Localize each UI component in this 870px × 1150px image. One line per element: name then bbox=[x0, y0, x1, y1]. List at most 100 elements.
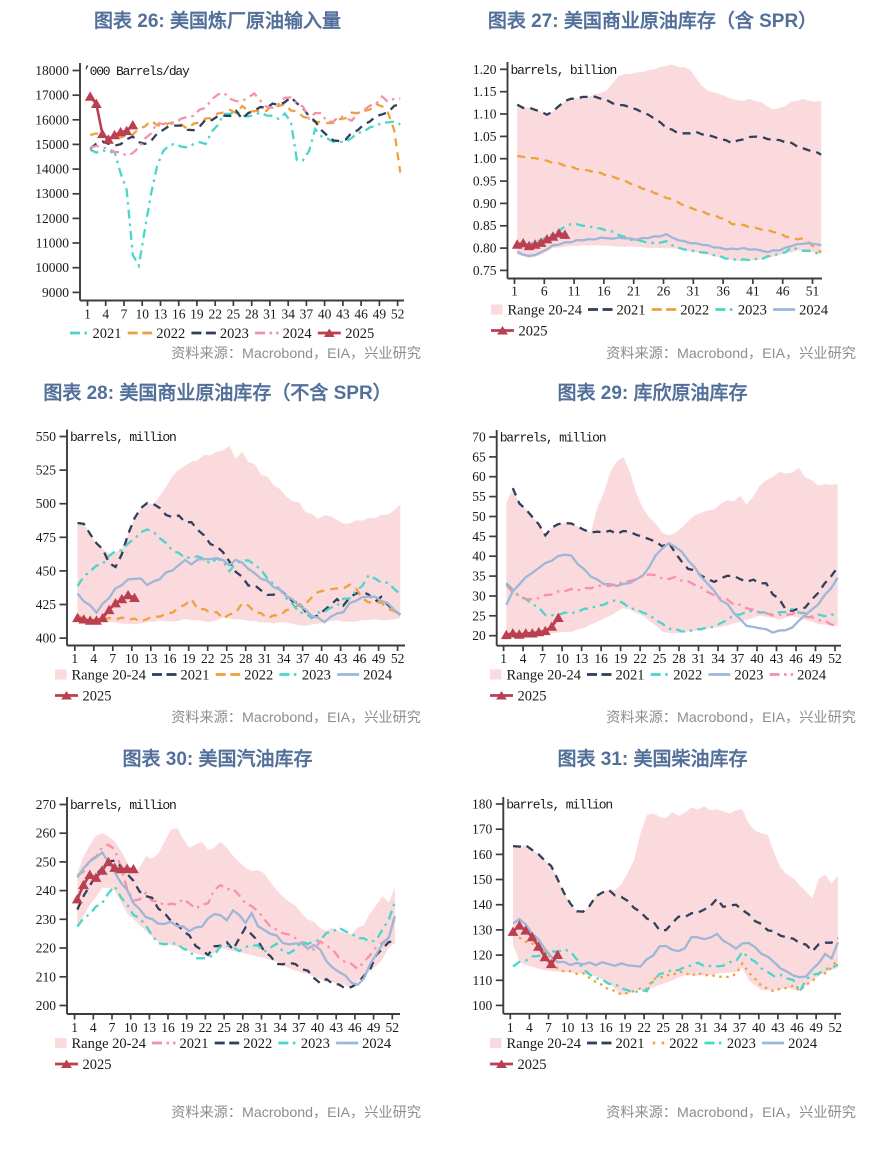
svg-text:2023: 2023 bbox=[301, 1036, 330, 1052]
svg-text:25: 25 bbox=[227, 307, 241, 322]
svg-text:31: 31 bbox=[687, 284, 701, 299]
svg-text:60: 60 bbox=[472, 469, 486, 484]
svg-text:2023: 2023 bbox=[727, 1036, 756, 1052]
svg-text:13000: 13000 bbox=[35, 186, 69, 201]
svg-text:46: 46 bbox=[354, 307, 368, 322]
svg-text:0.75: 0.75 bbox=[473, 263, 497, 278]
svg-text:46: 46 bbox=[353, 651, 367, 666]
svg-text:34: 34 bbox=[273, 1020, 287, 1035]
svg-text:37: 37 bbox=[731, 651, 745, 666]
svg-text:Range 20-24: Range 20-24 bbox=[72, 1036, 147, 1052]
svg-text:7: 7 bbox=[109, 651, 116, 666]
svg-text:35: 35 bbox=[472, 569, 486, 584]
svg-text:资料来源：Macrobond，EIA，兴业研究: 资料来源：Macrobond，EIA，兴业研究 bbox=[606, 346, 856, 362]
svg-text:28: 28 bbox=[676, 1020, 690, 1035]
svg-text:图表 26: 美国炼厂原油输入量: 图表 26: 美国炼厂原油输入量 bbox=[94, 9, 341, 32]
svg-text:43: 43 bbox=[329, 1020, 343, 1035]
svg-text:1.15: 1.15 bbox=[473, 84, 497, 99]
svg-text:160: 160 bbox=[472, 847, 493, 862]
svg-text:Range 20-24: Range 20-24 bbox=[507, 668, 582, 684]
svg-text:2023: 2023 bbox=[220, 326, 249, 342]
svg-text:46: 46 bbox=[789, 651, 803, 666]
svg-text:2024: 2024 bbox=[788, 1036, 818, 1052]
svg-text:34: 34 bbox=[714, 1020, 728, 1035]
svg-text:525: 525 bbox=[36, 463, 57, 478]
svg-text:2024: 2024 bbox=[799, 303, 829, 319]
svg-text:9000: 9000 bbox=[42, 285, 69, 300]
svg-text:1: 1 bbox=[500, 651, 507, 666]
svg-text:100: 100 bbox=[472, 998, 493, 1013]
svg-text:2021: 2021 bbox=[616, 1036, 645, 1052]
svg-text:13: 13 bbox=[144, 651, 158, 666]
svg-text:46: 46 bbox=[776, 284, 790, 299]
svg-text:12000: 12000 bbox=[35, 211, 69, 226]
svg-text:2021: 2021 bbox=[180, 1036, 209, 1052]
svg-text:7: 7 bbox=[545, 1020, 552, 1035]
svg-text:11000: 11000 bbox=[36, 236, 69, 251]
svg-text:31: 31 bbox=[692, 651, 706, 666]
svg-text:43: 43 bbox=[770, 651, 784, 666]
svg-text:4: 4 bbox=[90, 1020, 97, 1035]
svg-text:10: 10 bbox=[555, 651, 569, 666]
svg-text:13: 13 bbox=[580, 1020, 594, 1035]
svg-text:19: 19 bbox=[614, 651, 628, 666]
svg-text:40: 40 bbox=[318, 307, 332, 322]
svg-text:2024: 2024 bbox=[363, 668, 393, 684]
svg-text:200: 200 bbox=[36, 998, 57, 1013]
svg-text:110: 110 bbox=[473, 973, 493, 988]
svg-text:2022: 2022 bbox=[243, 1036, 272, 1052]
svg-text:10: 10 bbox=[135, 307, 149, 322]
svg-text:40: 40 bbox=[315, 651, 329, 666]
svg-text:40: 40 bbox=[311, 1020, 325, 1035]
svg-text:1.05: 1.05 bbox=[473, 129, 497, 144]
svg-text:资料来源：Macrobond，EIA，兴业研究: 资料来源：Macrobond，EIA，兴业研究 bbox=[606, 710, 856, 726]
svg-text:0.85: 0.85 bbox=[473, 218, 497, 233]
svg-text:52: 52 bbox=[828, 1020, 842, 1035]
svg-text:43: 43 bbox=[334, 651, 348, 666]
svg-text:0.90: 0.90 bbox=[473, 196, 497, 211]
svg-text:资料来源：Macrobond，EIA，兴业研究: 资料来源：Macrobond，EIA，兴业研究 bbox=[171, 1105, 421, 1121]
svg-text:22: 22 bbox=[201, 651, 215, 666]
svg-text:资料来源：Macrobond，EIA，兴业研究: 资料来源：Macrobond，EIA，兴业研究 bbox=[606, 1105, 856, 1121]
svg-text:13: 13 bbox=[154, 307, 168, 322]
svg-text:250: 250 bbox=[36, 854, 57, 869]
svg-text:46: 46 bbox=[348, 1020, 362, 1035]
svg-text:Range 20-24: Range 20-24 bbox=[507, 1036, 582, 1052]
svg-text:25: 25 bbox=[220, 651, 234, 666]
svg-text:2023: 2023 bbox=[734, 668, 763, 684]
svg-text:图表 29: 库欣原油库存: 图表 29: 库欣原油库存 bbox=[557, 381, 747, 404]
svg-text:1.10: 1.10 bbox=[473, 107, 497, 122]
svg-text:28: 28 bbox=[245, 307, 259, 322]
svg-text:4: 4 bbox=[90, 651, 97, 666]
svg-text:19: 19 bbox=[180, 1020, 194, 1035]
svg-text:资料来源：Macrobond，EIA，兴业研究: 资料来源：Macrobond，EIA，兴业研究 bbox=[171, 710, 421, 726]
svg-text:barrels, billion: barrels, billion bbox=[511, 63, 617, 78]
svg-text:2022: 2022 bbox=[244, 668, 273, 684]
svg-text:图表 28: 美国商业原油库存（不含 SPR）: 图表 28: 美国商业原油库存（不含 SPR） bbox=[43, 381, 391, 404]
svg-text:25: 25 bbox=[653, 651, 667, 666]
svg-text:260: 260 bbox=[36, 826, 57, 841]
svg-text:25: 25 bbox=[217, 1020, 231, 1035]
svg-text:475: 475 bbox=[36, 530, 57, 545]
svg-text:13: 13 bbox=[143, 1020, 157, 1035]
svg-text:2024: 2024 bbox=[283, 326, 313, 342]
svg-text:30: 30 bbox=[472, 589, 486, 604]
svg-text:46: 46 bbox=[790, 1020, 804, 1035]
svg-text:1: 1 bbox=[71, 1020, 78, 1035]
svg-text:15000: 15000 bbox=[35, 137, 69, 152]
svg-text:barrels, million: barrels, million bbox=[500, 431, 606, 446]
svg-text:65: 65 bbox=[472, 449, 486, 464]
svg-text:资料来源：Macrobond，EIA，兴业研究: 资料来源：Macrobond，EIA，兴业研究 bbox=[171, 346, 421, 362]
svg-text:16000: 16000 bbox=[35, 112, 69, 127]
svg-text:2021: 2021 bbox=[616, 668, 645, 684]
svg-text:13: 13 bbox=[575, 651, 589, 666]
svg-text:16: 16 bbox=[597, 284, 611, 299]
svg-text:18000: 18000 bbox=[35, 63, 69, 78]
svg-text:52: 52 bbox=[391, 307, 405, 322]
svg-text:55: 55 bbox=[472, 489, 486, 504]
svg-text:28: 28 bbox=[239, 651, 253, 666]
svg-text:0.80: 0.80 bbox=[473, 241, 497, 256]
svg-text:10: 10 bbox=[125, 651, 139, 666]
svg-text:25: 25 bbox=[656, 1020, 670, 1035]
svg-text:1.00: 1.00 bbox=[473, 151, 497, 166]
